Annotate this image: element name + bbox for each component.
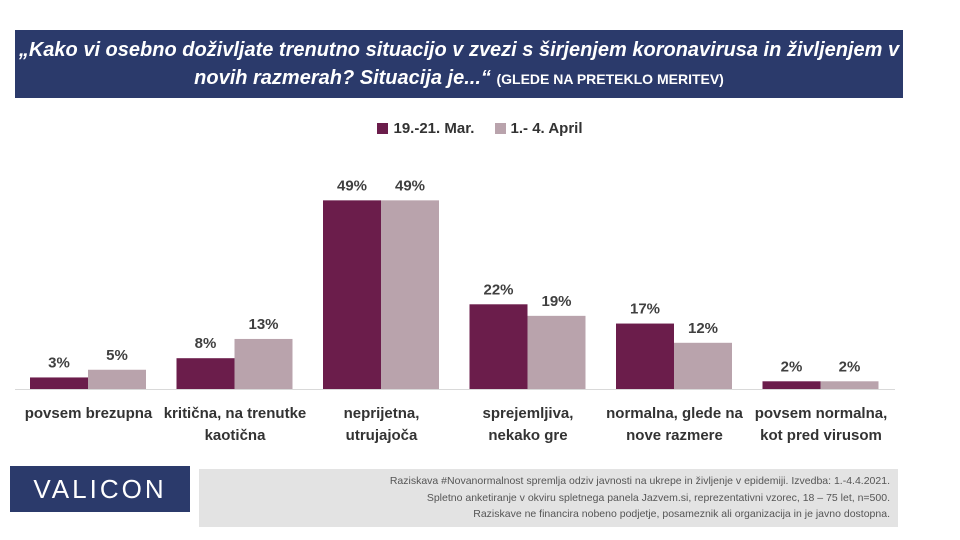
chart-title-text: „Kako vi osebno doživljate trenutno situ… (18, 39, 900, 89)
footnote-line-3: Raziskave ne financira nobeno podjetje, … (473, 508, 890, 520)
data-label-1-3: 49% (337, 177, 367, 194)
chart-title: „Kako vi osebno doživljate trenutno situ… (15, 36, 903, 93)
bar-1-2 (176, 358, 235, 389)
data-label-2-3: 49% (395, 177, 425, 194)
data-label-1-2: 8% (195, 335, 217, 352)
legend-item-series-2: 1.- 4. April (494, 120, 583, 137)
category-label-3: neprijetna, utrujajoča (343, 405, 420, 444)
category-label-6: povsem normalna, kot pred virusom (754, 405, 888, 444)
bar-2-4 (527, 315, 586, 389)
footnote-line-2: Spletno anketiranje v okviru spletnega p… (426, 491, 890, 504)
data-label-2-5: 12% (688, 320, 718, 337)
data-label-2-1: 5% (106, 347, 128, 364)
bar-2-6 (820, 381, 879, 389)
data-label-2-2: 13% (248, 316, 278, 333)
legend-swatch-series-2 (494, 123, 506, 134)
footnote-line-1: Raziskava #Novanormalnost spremlja odziv… (389, 475, 890, 487)
bar-2-3 (381, 200, 439, 389)
category-label-4: sprejemljiva, nekako gre (482, 405, 574, 444)
footnote-box: Raziskava #Novanormalnost spremlja odziv… (199, 469, 898, 527)
data-label-1-5: 17% (630, 301, 660, 318)
chart-title-box: „Kako vi osebno doživljate trenutno situ… (15, 30, 903, 98)
bar-2-5 (674, 342, 732, 389)
category-label-2: kritična, na trenutke kaotična (163, 405, 307, 444)
bar-1-3 (323, 200, 381, 389)
bar-1-4 (469, 304, 528, 389)
valicon-logo: VALICON (10, 466, 190, 512)
legend-swatch-series-1 (377, 123, 389, 134)
bar-2-1 (88, 369, 146, 389)
chart-legend: 19.-21. Mar. 1.- 4. April (0, 120, 960, 138)
data-label-1-1: 3% (48, 354, 70, 371)
bar-2-2 (234, 338, 293, 389)
chart-title-note: (GLEDE NA PRETEKLO MERITEV) (496, 71, 724, 87)
category-label-5: normalna, glede na nove razmere (606, 405, 743, 444)
data-label-1-4: 22% (483, 281, 513, 298)
legend-label-series-1: 19.-21. Mar. (393, 120, 475, 137)
data-label-1-6: 2% (781, 358, 803, 375)
legend-item-series-1: 19.-21. Mar. (377, 120, 474, 137)
data-label-2-4: 19% (541, 293, 571, 310)
bar-1-1 (30, 377, 88, 389)
bar-1-5 (616, 323, 674, 389)
data-label-2-6: 2% (839, 358, 861, 375)
legend-label-series-2: 1.- 4. April (510, 120, 583, 137)
bar-chart: 3% 5% 8% 13% 49% 49% 22% 19% 17% 12% 2% 2% (15, 177, 895, 390)
category-label-1: povsem brezupna (24, 405, 153, 422)
bar-1-6 (762, 381, 821, 389)
